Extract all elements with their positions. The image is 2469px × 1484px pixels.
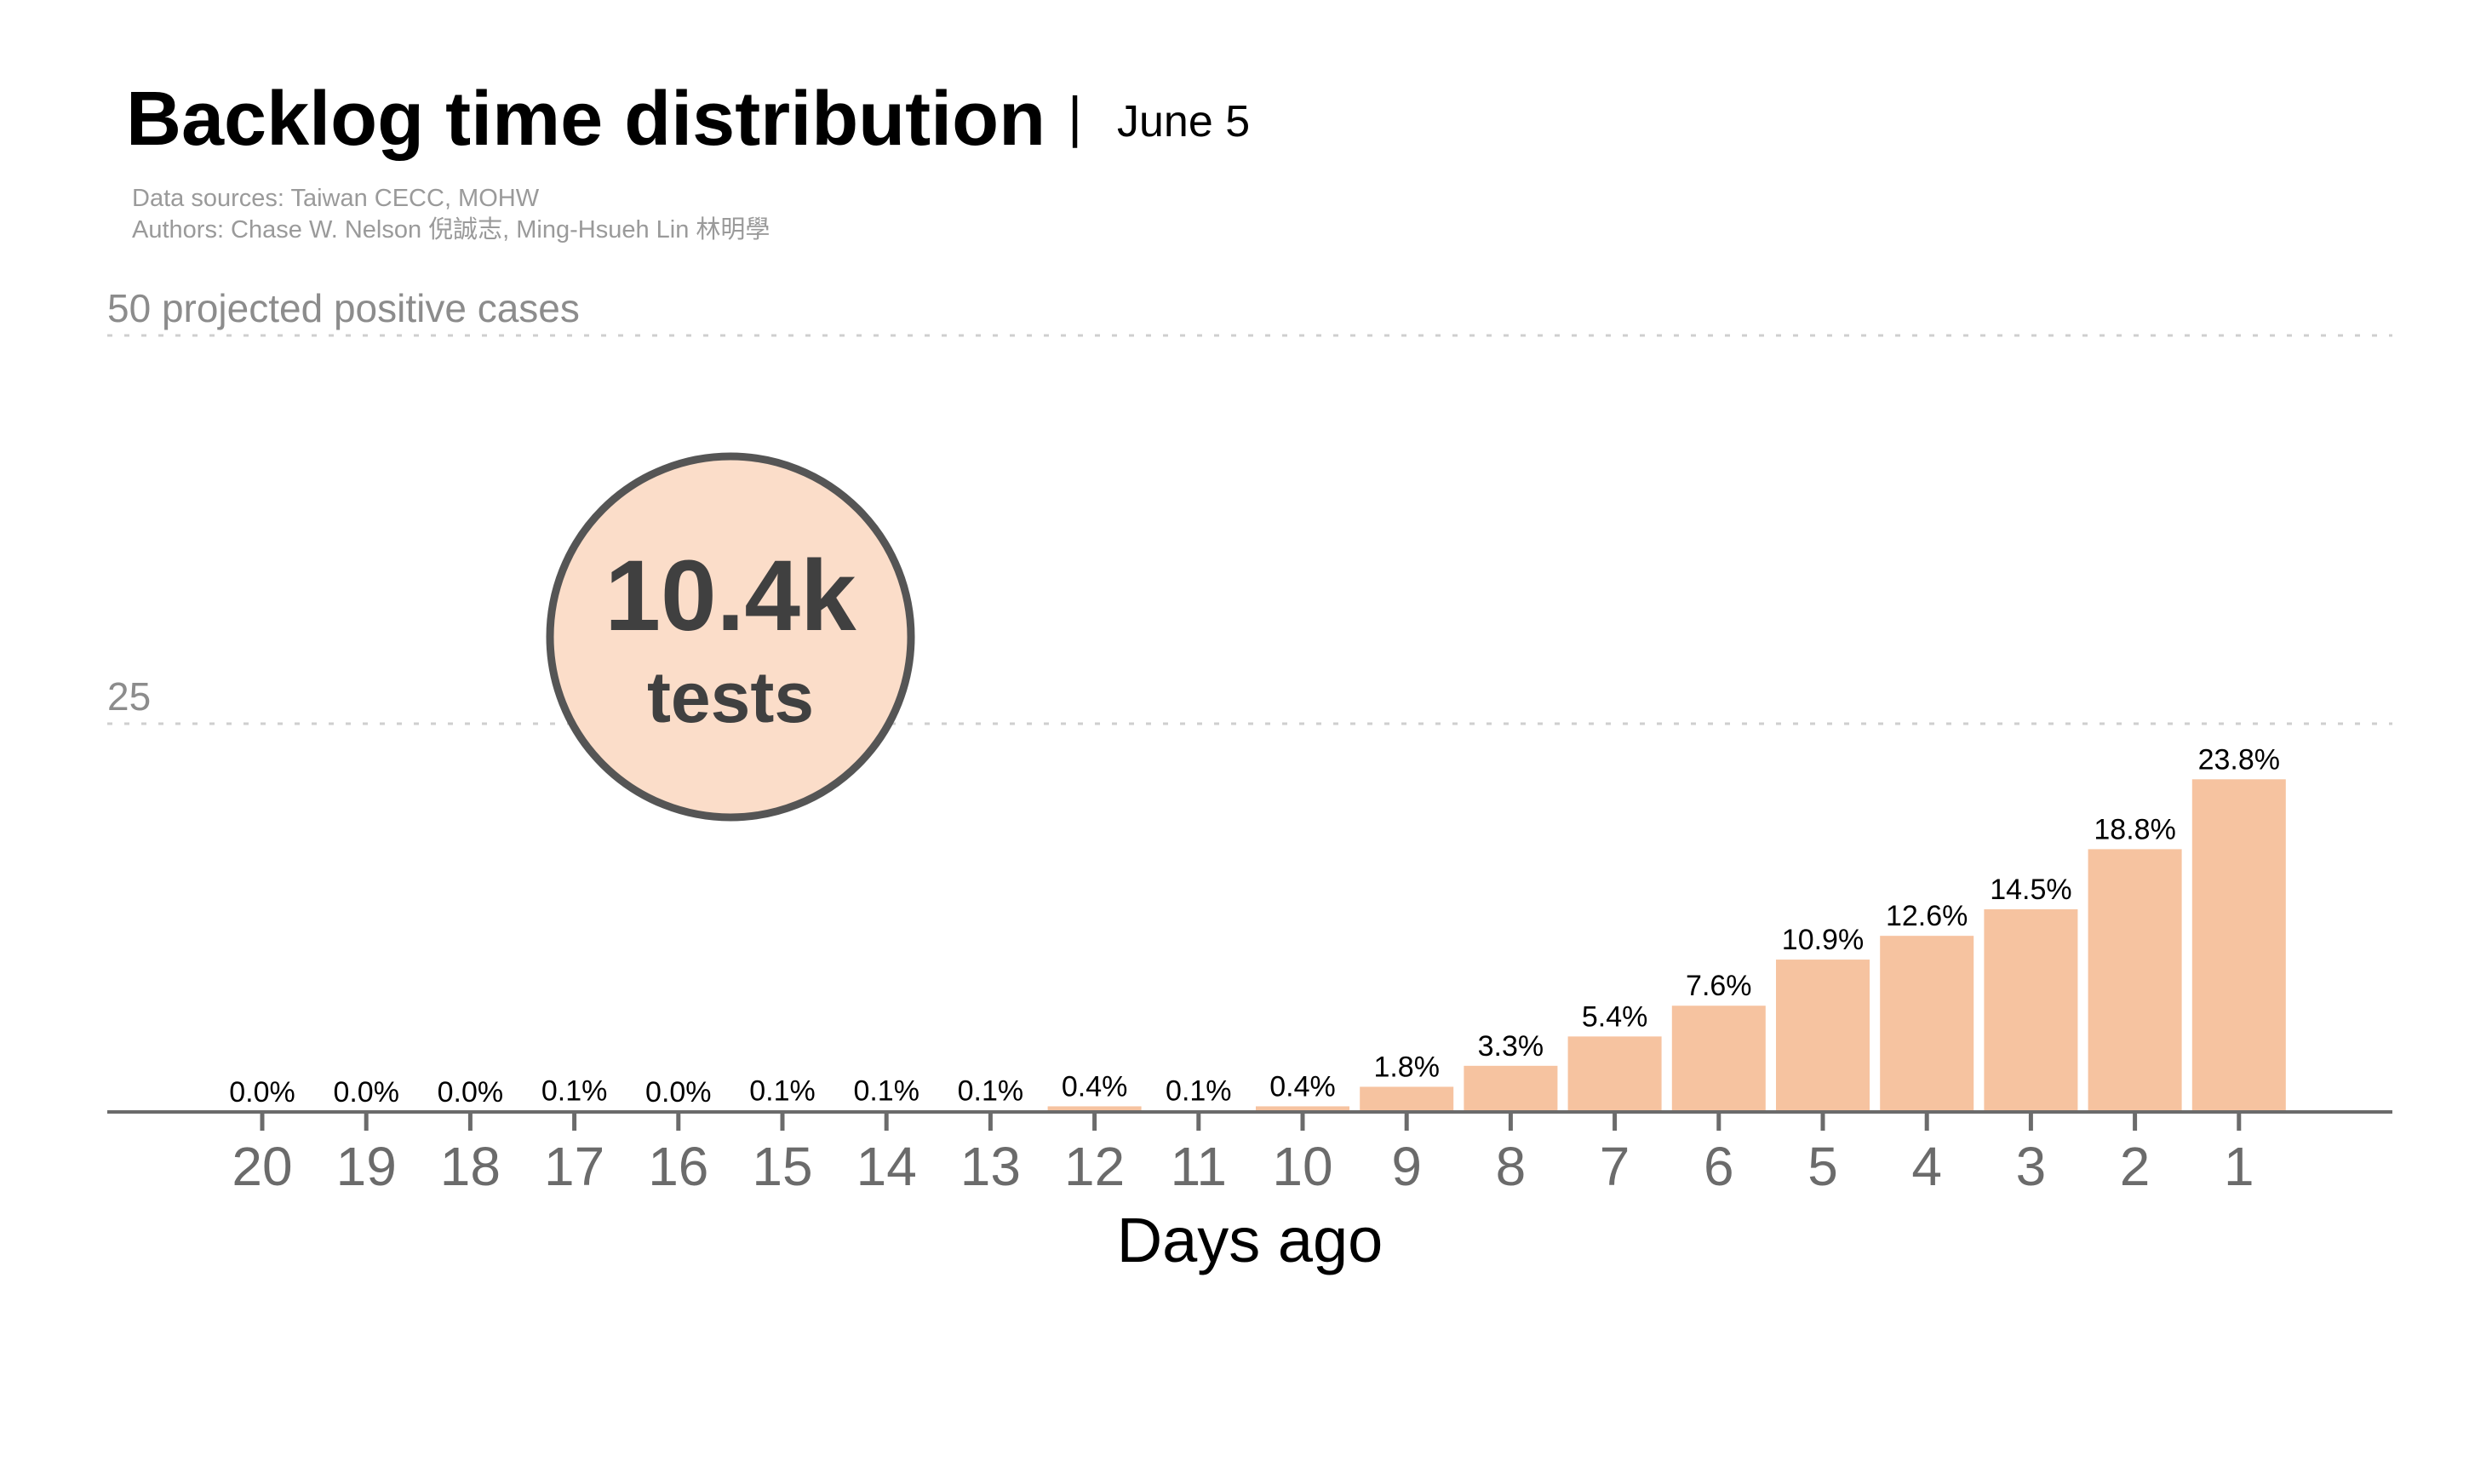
authors-note: Authors: Chase W. Nelson 倪誠志, Ming-Hsueh…	[132, 215, 770, 244]
x-tick-label-2: 2	[2120, 1136, 2151, 1197]
bar-day-8	[1464, 1065, 1558, 1112]
data-label-day-19: 0.0%	[333, 1076, 399, 1109]
x-tick-label-5: 5	[1807, 1136, 1838, 1197]
data-label-day-15: 0.1%	[749, 1074, 816, 1107]
x-tick-label-6: 6	[1704, 1136, 1734, 1197]
bar-day-2	[2088, 849, 2182, 1112]
title-separator: |	[1068, 85, 1082, 148]
bar-day-5	[1776, 960, 1870, 1112]
callout-value: 10.4k	[604, 540, 856, 652]
x-tick-label-19: 19	[336, 1136, 397, 1197]
x-tick-label-9: 9	[1391, 1136, 1422, 1197]
bar-day-6	[1671, 1006, 1766, 1112]
data-sources-note: Data sources: Taiwan CECC, MOHW	[132, 185, 540, 212]
data-label-day-20: 0.0%	[229, 1076, 295, 1109]
chart-date: June 5	[1117, 97, 1250, 146]
gridlines	[107, 334, 2392, 725]
data-label-day-12: 0.4%	[1062, 1070, 1128, 1103]
data-label-day-14: 0.1%	[853, 1074, 919, 1107]
y-tick-label-25: 25	[107, 674, 151, 719]
data-label-day-16: 0.0%	[645, 1076, 712, 1109]
x-tick-label-17: 17	[544, 1136, 604, 1197]
data-label-day-5: 10.9%	[1782, 924, 1864, 956]
x-axis-title: Days ago	[1117, 1205, 1383, 1275]
x-tick-label-13: 13	[960, 1136, 1021, 1197]
chart-title: Backlog time distribution	[126, 77, 1045, 162]
data-label-day-9: 1.8%	[1373, 1051, 1440, 1083]
x-tick-label-16: 16	[648, 1136, 708, 1197]
x-tick-label-20: 20	[232, 1136, 292, 1197]
x-tick-labels: 20 19 18 17 16 15 14 13 12 11 10 9 8 7 6 5 4 3 2 1	[232, 1136, 2254, 1197]
total-tests-callout: 10.4k tests	[546, 452, 915, 822]
bar-day-9	[1360, 1086, 1454, 1112]
x-tick-label-15: 15	[752, 1136, 812, 1197]
data-label-day-18: 0.0%	[438, 1076, 504, 1109]
data-label-day-7: 5.4%	[1582, 1000, 1648, 1033]
bar-day-1	[2191, 779, 2286, 1112]
data-label-day-17: 0.1%	[541, 1074, 608, 1107]
data-label-day-2: 18.8%	[2094, 813, 2175, 845]
data-label-day-6: 7.6%	[1686, 970, 1752, 1002]
data-label-day-4: 12.6%	[1886, 900, 1968, 932]
data-label-day-8: 3.3%	[1478, 1030, 1544, 1063]
x-tick-label-1: 1	[2224, 1136, 2254, 1197]
x-tick-label-3: 3	[2016, 1136, 2047, 1197]
data-labels: 0.0% 0.0% 0.0% 0.1% 0.0% 0.1% 0.1% 0.1% 0.4% 0.1%…	[229, 743, 2280, 1109]
bar-day-4	[1880, 936, 1974, 1112]
x-tick-label-18: 18	[440, 1136, 501, 1197]
data-label-day-10: 0.4%	[1269, 1070, 1336, 1103]
bar-day-3	[1984, 908, 2078, 1112]
bar-day-7	[1567, 1036, 1662, 1112]
x-tick-label-8: 8	[1496, 1136, 1527, 1197]
data-label-day-3: 14.5%	[1990, 874, 2071, 906]
x-tick-label-4: 4	[1911, 1136, 1942, 1197]
x-tick-label-14: 14	[856, 1136, 917, 1197]
data-label-day-1: 23.8%	[2198, 743, 2280, 776]
bar-day-12	[1047, 1106, 1142, 1112]
x-ticks	[260, 1112, 2242, 1131]
x-tick-label-10: 10	[1272, 1136, 1332, 1197]
x-tick-label-11: 11	[1171, 1136, 1227, 1197]
bars	[527, 779, 2286, 1112]
data-label-day-13: 0.1%	[958, 1074, 1024, 1107]
y-tick-label-50: 50 projected positive cases	[107, 286, 580, 330]
data-label-day-11: 0.1%	[1166, 1074, 1232, 1107]
callout-circle	[546, 452, 915, 822]
bar-day-10	[1256, 1106, 1349, 1112]
x-tick-label-12: 12	[1064, 1136, 1125, 1197]
callout-unit: tests	[647, 657, 814, 737]
x-tick-label-7: 7	[1600, 1136, 1630, 1197]
